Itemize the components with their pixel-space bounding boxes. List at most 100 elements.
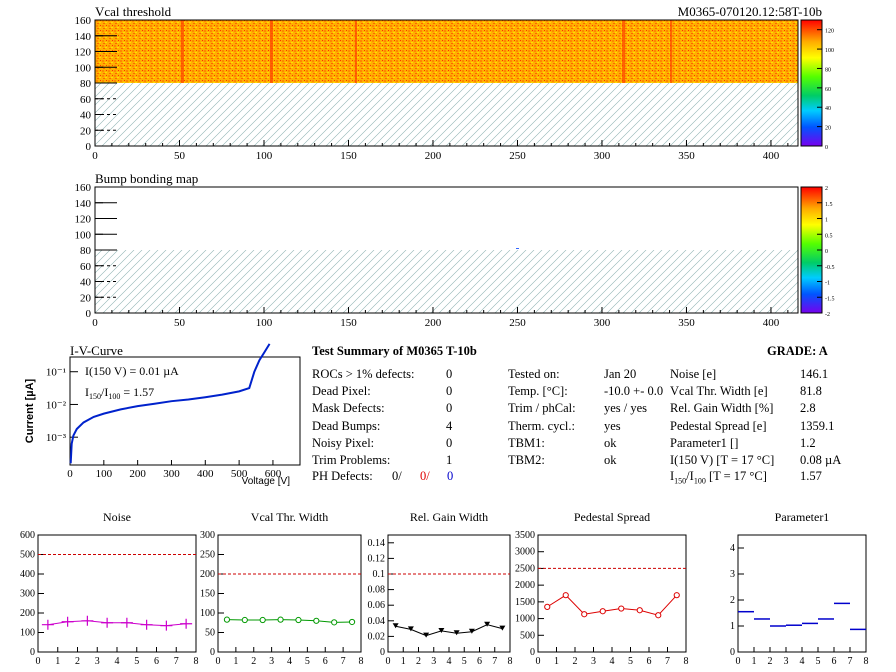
iv-xtick-label: 100 <box>96 468 113 480</box>
chart-frame-2 <box>387 534 511 653</box>
zscale-label: 0.5 <box>825 233 833 239</box>
iv-ytick-label: 10⁻³ <box>46 432 67 444</box>
summary-row-value: 4 <box>446 418 453 433</box>
chart-xtick-label: 3 <box>784 656 789 667</box>
map-ytick-label: 60 <box>80 94 92 106</box>
data-point <box>348 618 356 626</box>
data-point <box>544 603 551 610</box>
zscale-label: 20 <box>825 126 831 132</box>
chart-ytick-label: 200 <box>200 569 215 580</box>
map-ytick-label: 160 <box>75 182 92 194</box>
chart-xtick-label: 5 <box>628 656 633 667</box>
result-label: Rel. Gain Width [%] <box>670 401 774 416</box>
chart-xtick-label: 5 <box>462 656 467 667</box>
map-xtick-label: 150 <box>340 150 357 162</box>
map-ytick-label: 140 <box>75 31 92 43</box>
iv-title: I-V-Curve <box>70 343 123 358</box>
result-label: Vcal Thr. Width [e] <box>670 384 768 399</box>
chart-ytick-label: 200 <box>20 608 35 619</box>
chart-ytick-label: 0.08 <box>368 585 386 596</box>
data-point <box>313 617 320 624</box>
condition-value: Jan 20 <box>604 367 637 381</box>
map-ytick-label: 0 <box>86 308 92 320</box>
condition-label: TBM1: <box>508 435 545 450</box>
chart-xtick-label: 3 <box>591 656 596 667</box>
chart-ytick-label: 4 <box>730 543 735 554</box>
data-point <box>223 616 231 623</box>
condition-label: Temp. [°C]: <box>508 384 568 399</box>
map-xtick-label: 200 <box>425 317 442 329</box>
result-label: I(150 V) [T = 17 °C] <box>670 453 775 467</box>
chart-xtick-label: 8 <box>359 656 364 667</box>
chart-xtick-label: 7 <box>174 656 179 667</box>
map-xtick-label: 0 <box>92 317 98 329</box>
condition-label: Trim / phCal: <box>508 401 576 416</box>
map-ytick-label: 100 <box>75 229 92 241</box>
chart-ytick-label: 0 <box>210 647 215 658</box>
data-point <box>407 626 414 632</box>
chart-ytick-label: 2 <box>730 595 735 606</box>
condition-label: TBM2: <box>508 453 545 467</box>
iv-frame <box>69 356 301 466</box>
map-0 <box>94 19 823 147</box>
chart-ytick-label: 300 <box>20 589 35 600</box>
ph-defects-value-2: 0/ <box>420 469 430 483</box>
zscale-label: 120 <box>825 29 834 35</box>
chart-ytick-label: 3 <box>730 569 735 580</box>
data-point <box>484 621 491 627</box>
chart-xtick-label: 6 <box>154 656 159 667</box>
data-point <box>241 616 248 624</box>
condition-value: ok <box>604 453 617 467</box>
chart-xtick-label: 6 <box>323 656 328 667</box>
map-xtick-label: 350 <box>678 317 695 329</box>
map-xtick-label: 350 <box>678 150 695 162</box>
map-xtick-label: 50 <box>174 150 186 162</box>
roc-edge-3 <box>622 20 625 83</box>
chart-ytick-label: 0.02 <box>368 631 386 642</box>
chart-xtick-label: 7 <box>341 656 346 667</box>
module-id: M0365-070120.12:58T-10b <box>678 4 822 19</box>
chart-xtick-label: 2 <box>75 656 80 667</box>
chart-ytick-label: 0 <box>380 647 385 658</box>
map-xtick-label: 100 <box>256 150 273 162</box>
condition-label: Therm. cycl.: <box>508 418 575 433</box>
map-xtick-label: 0 <box>92 150 98 162</box>
roc-edge-2 <box>355 20 357 83</box>
map-ytick-label: 120 <box>75 214 92 226</box>
ratio-value: 1.57 <box>800 469 822 483</box>
chart-ytick-label: 250 <box>200 550 215 561</box>
roc-edge-1 <box>270 20 273 83</box>
zscale-label: 80 <box>825 67 831 73</box>
map-xtick-label: 400 <box>763 150 780 162</box>
chart-xtick-label: 4 <box>610 656 615 667</box>
chart-xtick-label: 0 <box>386 656 391 667</box>
data-point <box>140 619 153 630</box>
map-xtick-label: 150 <box>340 317 357 329</box>
iv-xlabel: Voltage [V] <box>242 476 291 487</box>
summary-row-label: Dead Bumps: <box>312 418 381 433</box>
chart-4 <box>737 534 867 653</box>
map-ytick-label: 80 <box>80 78 92 90</box>
data-point <box>160 620 173 631</box>
chart-ytick-label: 0 <box>30 647 35 658</box>
chart-xtick-label: 4 <box>115 656 120 667</box>
map-heat-0 <box>95 20 798 83</box>
chart-xtick-label: 0 <box>736 656 741 667</box>
chart-title-1: Vcal Thr. Width <box>251 510 328 524</box>
zscale-label: -1.5 <box>825 296 835 302</box>
chart-xtick-label: 1 <box>554 656 559 667</box>
zscale-label: -0.5 <box>825 265 835 271</box>
summary-row-value: 1 <box>446 453 453 467</box>
chart-ytick-label: 2500 <box>515 563 535 574</box>
grade-label: GRADE: A <box>767 344 828 358</box>
map-ytick-label: 40 <box>80 110 92 122</box>
iv-xtick-label: 500 <box>231 468 248 480</box>
data-point <box>423 632 430 638</box>
zscale-label: -2 <box>825 312 830 318</box>
chart-frame-0 <box>37 534 197 653</box>
map-title-0: Vcal threshold <box>95 4 172 19</box>
chart-ytick-label: 0 <box>530 647 535 658</box>
data-point <box>392 623 399 629</box>
map-xtick-label: 200 <box>425 150 442 162</box>
iv-ytick-label: 10⁻² <box>46 399 67 411</box>
